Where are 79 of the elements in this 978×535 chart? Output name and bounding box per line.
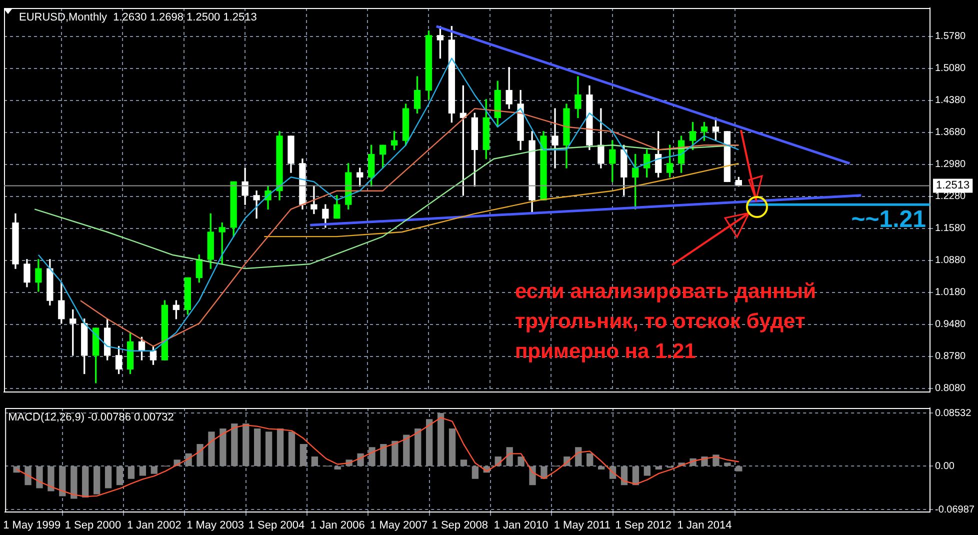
bar [254,428,261,466]
bar [460,460,468,466]
y-tick-label: -0.06987 [935,504,975,516]
bar [300,444,307,466]
bar [644,466,651,476]
bar [208,432,215,466]
y-tick-label: 1.0880 [935,255,966,266]
x-tick-label: 1 Jan 2010 [494,519,548,532]
x-tick-label: 1 May 2007 [370,519,428,532]
y-tick-label: 0.8080 [935,383,966,394]
bar [518,456,524,466]
bar [380,444,387,466]
bar [586,453,594,466]
y-tick-label: 1.0180 [935,287,966,298]
bar [82,466,89,498]
bar [70,466,78,499]
bar [59,466,66,496]
x-tick-label: 1 May 1999 [3,519,61,532]
x-tick-label: 1 Sep 2008 [432,519,488,532]
bar [632,466,640,486]
candlestick [552,108,558,168]
bar [139,466,146,476]
y-tick-label: 0.9480 [935,319,966,330]
bar [196,444,204,466]
x-tick-label: 1 Sep 2012 [615,519,672,532]
y-tick-label: 1.1580 [935,223,966,234]
y-tick-label: 0.08532 [935,408,972,419]
bar [448,428,456,466]
chart-title: EURUSD,Monthly 1.2630 1.2698 1.2500 1.2513 [19,12,257,24]
bar [128,466,135,479]
bar [403,434,410,466]
bar [265,432,272,466]
y-tick-label: 0.8780 [935,351,966,362]
bar [276,428,284,466]
bar [150,466,158,474]
bar [506,447,513,466]
bar [472,466,479,479]
y-tick-label: 1.4380 [935,95,966,106]
series-label: ~~1.21 [851,206,926,234]
bar [529,466,536,486]
bar [36,466,43,488]
x-tick-label: 1 Sep 2000 [64,519,122,532]
candlestick [310,186,318,214]
bar [220,428,226,466]
x-tick-label: 1 Jan 2002 [126,519,182,532]
y-tick-label: 1.5080 [935,63,966,74]
bar [368,447,376,466]
x-tick-label: 1 May 2003 [186,519,244,532]
bar [231,424,238,466]
bar [311,456,318,466]
y-tick-label: 0.00 [935,460,955,472]
bar [724,462,731,466]
bar [288,432,296,466]
y-tick-label: 1.2980 [935,159,966,170]
x-tick-label: 1 May 2011 [554,519,611,532]
bar [48,466,54,492]
candlestick [253,190,260,219]
bar [575,447,582,466]
x-tick-label: 1 Sep 2004 [248,519,305,532]
bar [655,466,662,470]
bar [242,424,250,466]
x-tick-label: 1 Jan 2014 [677,519,732,532]
bar [104,466,112,488]
bar [24,466,32,486]
bar [426,419,433,466]
bar [94,466,100,494]
ref-line-label: 1.2513 [936,180,970,192]
bar [736,466,742,472]
y-tick-label: 1.3680 [935,127,966,138]
x-tick-label: 1 Jan 2006 [310,519,365,532]
y-tick-label: 1.5780 [935,31,966,42]
bar [437,412,444,466]
bar [116,466,124,486]
bar [598,466,605,470]
bar [392,440,398,466]
chart-title: MACD(12,26,9) -0.00786 0.00732 [8,412,174,424]
bar [414,428,422,466]
annotation: если анализировать данный тругольник, то отскок будет примерно на 1.21 [515,279,816,365]
bar [334,466,341,470]
